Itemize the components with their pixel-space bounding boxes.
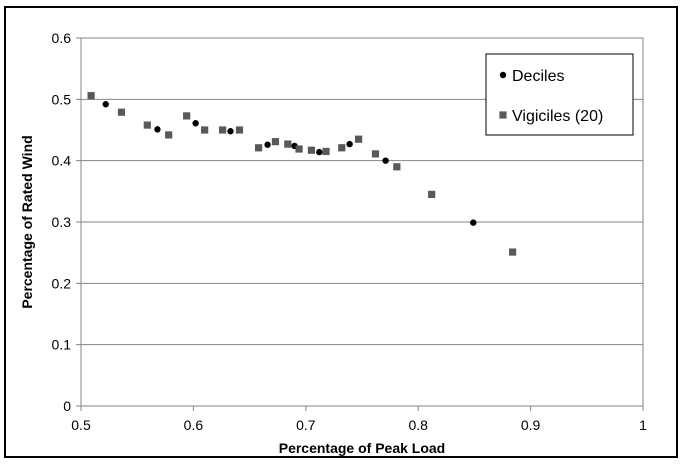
point-vigiciles-6 [219,126,227,134]
point-deciles-6 [316,148,323,156]
point-vigiciles-8 [254,144,263,152]
point-vigiciles-14 [338,144,346,152]
point-vigiciles-0 [87,92,95,100]
point-deciles-4 [264,141,271,148]
point-vigiciles-3 [165,131,173,139]
y-tick-label: 0 [63,398,71,414]
point-vigiciles-15 [355,135,363,143]
y-axis-title: Percentage of Rated Wind [19,135,35,308]
point-deciles-2 [192,120,199,127]
y-tick-label: 0.4 [52,153,72,169]
x-tick-label: 0.7 [296,417,316,433]
legend: Deciles Vigiciles (20) [485,53,634,136]
y-tick-label: 0.5 [52,91,72,107]
y-tick-label: 0.1 [52,337,72,353]
point-deciles-9 [470,219,477,226]
y-tick-label: 0.6 [52,30,72,46]
point-deciles-1 [154,126,161,133]
legend-marker-vigiciles [499,111,507,119]
point-vigiciles-1 [117,108,126,116]
point-vigiciles-17 [393,163,401,171]
x-tick-label: 0.6 [184,417,204,433]
x-tick-label: 0.9 [521,417,541,433]
point-vigiciles-19 [509,248,517,256]
point-deciles-3 [227,128,234,135]
x-tick-label: 0.8 [408,417,428,433]
point-vigiciles-7 [235,126,244,134]
legend-marker-deciles [499,71,507,79]
data-points [87,92,517,256]
point-vigiciles-2 [143,121,151,129]
y-tick-labels: 0 0.1 0.2 0.3 0.4 0.5 0.6 [52,30,72,414]
legend-label-vigiciles: Vigiciles (20) [512,108,603,125]
x-tick-label: 0.5 [71,417,91,433]
y-tick-label: 0.2 [52,275,72,291]
point-vigiciles-5 [201,126,209,134]
point-deciles-0 [102,101,109,108]
x-axis-title: Percentage of Peak Load [279,440,446,456]
y-tick-label: 0.3 [52,214,72,230]
point-vigiciles-11 [295,145,303,153]
point-vigiciles-4 [183,112,191,120]
point-vigiciles-16 [371,150,380,158]
point-deciles-8 [382,157,389,164]
point-vigiciles-9 [271,138,280,146]
x-tick-label: 1 [639,417,647,433]
legend-label-deciles: Deciles [512,68,564,85]
point-deciles-7 [346,140,353,148]
point-vigiciles-18 [428,190,436,198]
point-vigiciles-13 [322,147,330,156]
point-vigiciles-10 [284,140,292,148]
axes [76,37,644,411]
x-tick-labels: 0.5 0.6 0.7 0.8 0.9 1 [71,417,647,433]
legend-box [485,53,634,136]
point-vigiciles-12 [307,146,316,154]
